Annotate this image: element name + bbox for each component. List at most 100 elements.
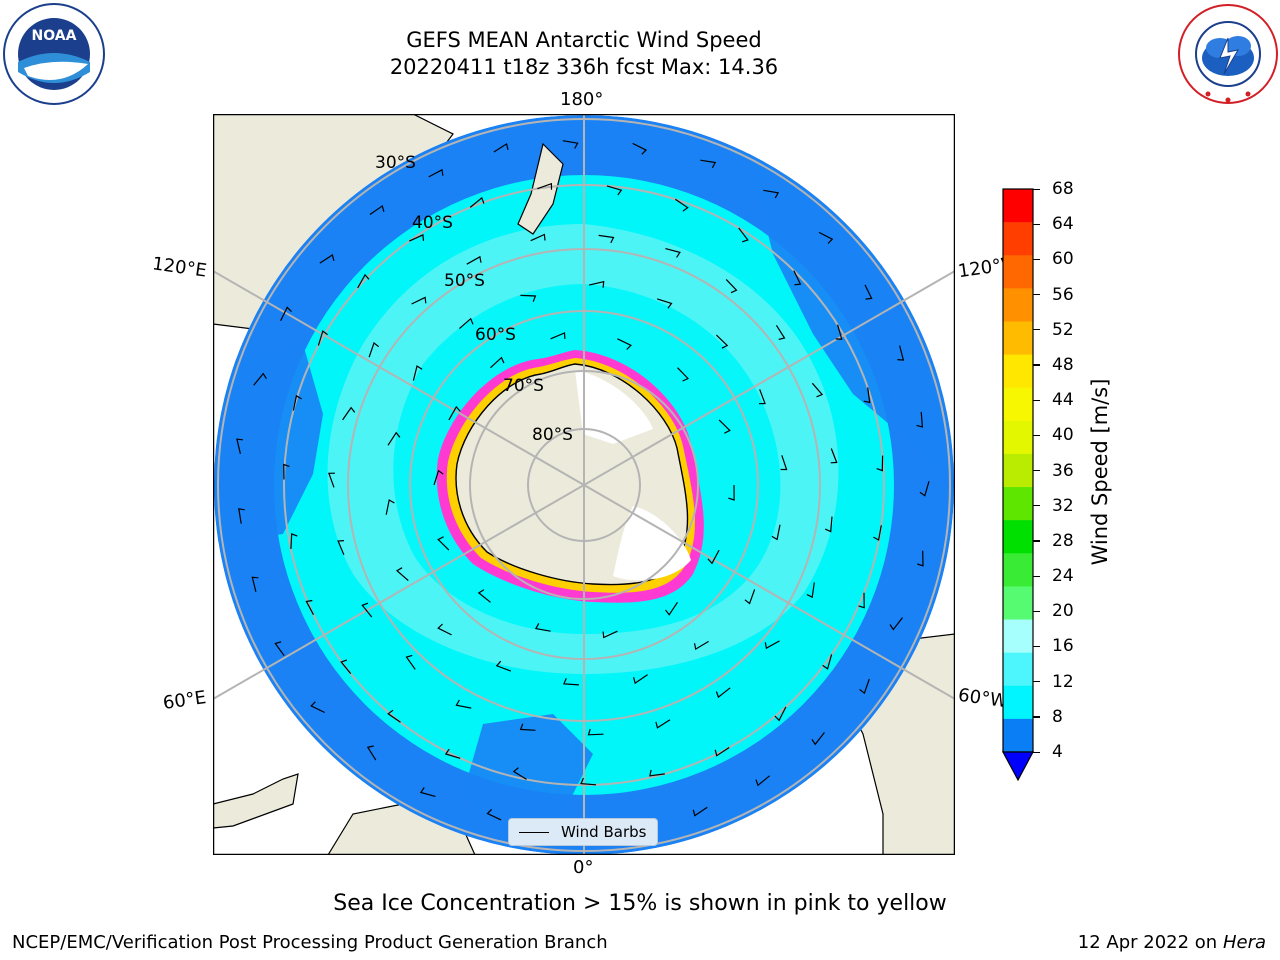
wind-barb — [477, 589, 491, 603]
noaa-logo: NOAA — [3, 3, 105, 105]
wind-barb — [466, 255, 482, 265]
nws-logo — [1178, 4, 1278, 104]
wind-barb — [395, 567, 409, 582]
colorbar-tick-mark — [1033, 716, 1040, 718]
wind-barb — [700, 159, 717, 169]
wind-barb — [405, 654, 416, 670]
wind-barb — [602, 630, 618, 639]
wind-barb — [292, 394, 302, 411]
colorbar-tick-label: 52 — [1052, 319, 1074, 340]
wind-barb — [617, 338, 632, 350]
wind-barb — [433, 469, 444, 486]
wind-barb — [444, 748, 461, 759]
wind-barb — [493, 142, 509, 153]
colorbar-tick-mark — [1033, 294, 1040, 296]
lon-label-120e: 120°E — [150, 253, 208, 282]
wind-barb — [495, 660, 512, 672]
colorbar-segment — [1003, 586, 1033, 621]
wind-barb — [387, 709, 401, 723]
wind-barb — [822, 654, 833, 670]
wind-barb — [455, 699, 472, 709]
wind-barb — [835, 324, 843, 340]
wind-barb — [437, 623, 452, 636]
indian-low-wind-region — [214, 344, 323, 544]
wind-barb — [580, 777, 597, 786]
colorbar-tick-label: 68 — [1052, 179, 1074, 199]
wind-barb — [632, 142, 648, 155]
wind-barb — [876, 455, 884, 472]
wind-barb — [274, 641, 285, 657]
wind-barb — [693, 640, 709, 651]
colorbar-tick-label: 8 — [1052, 706, 1063, 727]
wind-barb — [340, 659, 352, 674]
wind-barb — [598, 234, 615, 244]
lat-label-30s: 30°S — [375, 153, 416, 173]
wind-barb — [437, 536, 450, 551]
colorbar-tick-label: 60 — [1052, 249, 1074, 270]
wind-barb — [537, 182, 553, 190]
wind-barb — [317, 330, 328, 346]
colorbar-tick-mark — [1033, 645, 1040, 648]
colorbar-segment — [1003, 685, 1033, 720]
wind-barb — [633, 674, 648, 685]
wind-barb — [563, 678, 579, 686]
footer-date: 12 Apr 2022 on Hera — [1078, 931, 1266, 955]
graticule — [213, 114, 955, 855]
colorbar-segment — [1003, 453, 1033, 488]
chart-title: GEFS MEAN Antarctic Wind Speed — [406, 28, 762, 52]
colorbar-segment — [1003, 553, 1033, 587]
colorbar-tick-label: 64 — [1052, 214, 1074, 235]
wind-barb — [459, 317, 474, 330]
footer-credit: NCEP/EMC/Verification Post Processing Pr… — [12, 932, 608, 953]
wind-barb — [715, 687, 731, 699]
noaa-logo-text: NOAA — [32, 28, 77, 44]
legend-line-sample — [519, 832, 549, 833]
colorbar-tick-mark — [1033, 681, 1040, 683]
wind-barb — [692, 806, 708, 817]
wind-barbs — [236, 140, 930, 831]
wind-barb — [755, 775, 770, 787]
wind-barb — [534, 623, 551, 632]
wind-barb — [715, 334, 729, 349]
wind-barb — [714, 746, 730, 757]
wind-barb — [655, 719, 671, 729]
colorbar-segment — [1003, 619, 1033, 654]
wind-barb — [310, 701, 325, 714]
wind-barb — [385, 499, 395, 515]
wind-barb — [550, 332, 566, 340]
wind-barb — [707, 549, 720, 565]
lat-label-50s: 50°S — [444, 271, 485, 291]
wind-barb — [486, 808, 502, 821]
colorbar-tick-label: 40 — [1052, 425, 1074, 446]
colorbar-segment — [1003, 255, 1033, 289]
wind-barb — [775, 324, 786, 340]
wind-barb — [657, 298, 673, 309]
madagascar-landmass — [213, 773, 299, 829]
lat-label-40s: 40°S — [412, 213, 453, 233]
wind-barb — [728, 484, 735, 501]
colorbar-segment — [1003, 718, 1033, 753]
wind-barb — [588, 280, 605, 288]
colorbar-tick-mark — [1033, 399, 1040, 401]
ross-ice-shelf — [575, 370, 653, 444]
colorbar-tick-label: 48 — [1052, 354, 1074, 375]
wind-barb — [806, 582, 815, 599]
wind-barb — [280, 306, 292, 322]
colorbar — [1001, 188, 1035, 782]
colorbar-segment — [1003, 222, 1033, 256]
lat-label-60s: 60°S — [475, 325, 516, 345]
wind-barb-legend: Wind Barbs — [508, 818, 658, 846]
footer-machine: Hera — [1222, 932, 1266, 953]
wind-barb — [337, 540, 345, 556]
wind-barb — [771, 524, 781, 541]
colorbar-tick-label: 4 — [1052, 742, 1063, 762]
wind-barb — [587, 728, 604, 736]
meridian-120w-60e — [213, 270, 955, 700]
wind-barb — [774, 706, 787, 722]
wind-barb — [562, 140, 579, 149]
wind-barb — [606, 185, 623, 196]
wind-barb — [253, 372, 267, 386]
wind-barb — [469, 196, 485, 208]
wind-barb — [387, 431, 401, 446]
sea-ice-note: Sea Ice Concentration > 15% is shown in … — [333, 891, 947, 916]
